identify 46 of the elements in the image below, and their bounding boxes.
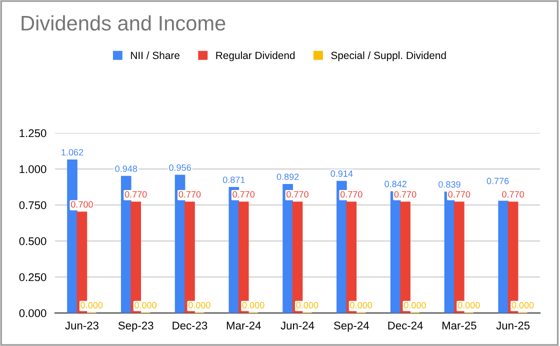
data-label: 0.842 bbox=[384, 180, 406, 188]
x-tick-label: Jun-23 bbox=[65, 322, 98, 330]
data-label: 0.770 bbox=[124, 191, 147, 198]
data-label: 0.770 bbox=[502, 191, 524, 198]
data-label: 0.700 bbox=[71, 201, 93, 208]
legend-label: Regular Dividend bbox=[216, 51, 295, 62]
legend-label: Special / Suppl. Dividend bbox=[331, 51, 446, 62]
data-label: 0.956 bbox=[169, 164, 191, 171]
y-tick-label: 1.000 bbox=[20, 165, 46, 174]
y-tick-label: 0.750 bbox=[19, 201, 46, 210]
y-tick-label: 0.250 bbox=[19, 273, 46, 282]
data-label: 0.770 bbox=[232, 191, 255, 198]
data-label: 0.776 bbox=[486, 178, 509, 184]
data-label: 0.000 bbox=[404, 302, 426, 308]
data-label: 0.770 bbox=[448, 191, 470, 198]
data-label: 1.062 bbox=[62, 149, 84, 156]
chart-title: Dividends and Income bbox=[22, 15, 226, 31]
data-label: 0.914 bbox=[330, 170, 353, 177]
x-tick-label: Jun-25 bbox=[496, 322, 530, 330]
legend-label: NII / Share bbox=[131, 51, 180, 60]
data-label: 0.000 bbox=[350, 302, 372, 308]
x-tick-label: Mar-24 bbox=[226, 322, 261, 330]
x-tick-label: Dec-24 bbox=[388, 322, 423, 330]
data-label: 0.000 bbox=[80, 302, 103, 308]
data-label: 0.892 bbox=[276, 174, 299, 180]
data-label: 0.000 bbox=[512, 302, 534, 308]
x-tick-label: Jun-24 bbox=[280, 322, 314, 330]
data-label: 0.948 bbox=[115, 166, 138, 172]
y-tick-label: 0.000 bbox=[19, 309, 46, 318]
data-label: 0.000 bbox=[188, 302, 210, 308]
data-label: 0.000 bbox=[458, 302, 480, 308]
x-tick-label: Dec-23 bbox=[172, 322, 208, 330]
data-label: 0.839 bbox=[438, 181, 460, 188]
data-label: 0.770 bbox=[286, 191, 308, 198]
y-tick-label: 0.500 bbox=[19, 237, 46, 246]
x-tick-label: Mar-25 bbox=[442, 322, 476, 330]
data-label: 0.770 bbox=[178, 191, 201, 198]
data-label: 0.770 bbox=[394, 191, 416, 198]
data-label: 0.000 bbox=[134, 302, 156, 308]
data-label: 0.770 bbox=[340, 191, 362, 198]
y-tick-label: 1.250 bbox=[20, 129, 46, 138]
data-label: 0.871 bbox=[222, 176, 245, 184]
data-label: 0.000 bbox=[296, 302, 318, 308]
x-tick-label: Sep-24 bbox=[334, 322, 369, 332]
x-tick-label: Sep-23 bbox=[118, 322, 154, 332]
data-label: 0.000 bbox=[242, 302, 264, 308]
